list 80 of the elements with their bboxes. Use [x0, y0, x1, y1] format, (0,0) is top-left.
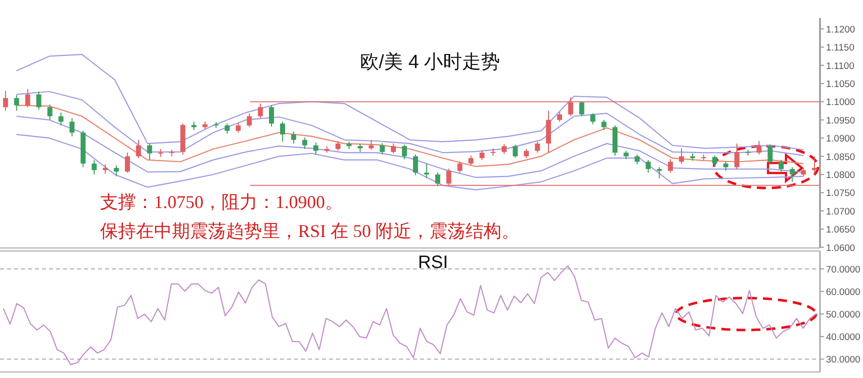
candlestick — [524, 148, 529, 159]
y-tick-label: 1.1050 — [826, 79, 856, 90]
candlestick — [723, 160, 728, 172]
y-tick-label: 1.1200 — [826, 24, 856, 36]
candlestick — [601, 119, 606, 131]
candlestick — [656, 166, 662, 179]
y-tick-label: 50.0000 — [826, 309, 860, 320]
candlestick — [579, 101, 584, 117]
candlestick — [335, 140, 340, 152]
candlestick — [646, 159, 651, 174]
candlestick — [468, 155, 474, 166]
y-tick-label: 60.0000 — [826, 286, 860, 298]
y-tick-label: 30.0000 — [826, 354, 860, 366]
candlestick — [368, 139, 374, 150]
candlestick — [424, 163, 430, 179]
candlestick — [778, 159, 784, 172]
candlestick — [634, 154, 640, 165]
y-tick-label: 1.1000 — [826, 97, 856, 108]
candlestick — [302, 136, 308, 150]
candlestick — [790, 166, 795, 182]
candlestick — [590, 112, 596, 125]
candlestick — [268, 104, 274, 127]
candlestick — [58, 112, 64, 126]
text: 欧/美 4 小时走势 — [360, 51, 500, 73]
annotation: 支撑：1.0750，阻力：1.0900。 — [100, 192, 343, 212]
candlestick — [446, 168, 452, 186]
candlestick — [546, 110, 552, 154]
candlestick — [291, 131, 296, 144]
candlestick — [502, 143, 507, 155]
candlestick — [136, 139, 142, 159]
y-tick-label: 1.0700 — [826, 206, 856, 218]
candlestick — [280, 121, 286, 142]
candlestick — [246, 112, 252, 128]
candlestick — [557, 111, 562, 122]
candlestick — [114, 164, 119, 177]
candlestick — [678, 148, 684, 164]
y-tick-label: 1.0600 — [826, 242, 856, 254]
candlestick — [712, 155, 718, 167]
candlestick — [47, 104, 52, 120]
candlestick — [14, 94, 20, 112]
candlestick — [390, 143, 396, 154]
candlestick — [734, 143, 740, 170]
candlestick — [568, 96, 574, 117]
candlestick — [812, 156, 817, 175]
candlestick — [124, 152, 130, 174]
candlestick — [534, 141, 540, 154]
candlestick — [92, 159, 97, 175]
y-tick-label: 1.0850 — [826, 152, 856, 163]
y-tick-label: 1.0950 — [826, 115, 856, 126]
candlestick — [147, 143, 152, 160]
y-tick-label: 1.0750 — [826, 188, 856, 200]
candlestick — [313, 142, 318, 155]
candlestick — [435, 172, 440, 187]
candlestick — [258, 103, 263, 119]
candlestick — [668, 158, 673, 174]
candlestick — [756, 140, 762, 155]
y-tick-label: 1.0650 — [826, 224, 856, 236]
candlestick — [512, 144, 518, 158]
candlestick — [402, 144, 407, 160]
candlestick — [36, 91, 42, 110]
candlestick — [224, 123, 230, 134]
candlestick — [70, 118, 75, 137]
candlestick — [380, 142, 385, 155]
candlestick — [480, 150, 485, 160]
candlestick — [25, 88, 30, 108]
annotation: 保持在中期震荡趋势里，RSI 在 50 附近，震荡结构。 — [100, 221, 520, 241]
candlestick — [3, 90, 8, 112]
y-tick-label: 40.0000 — [826, 332, 860, 344]
y-tick-label: 1.0900 — [826, 134, 856, 145]
candlestick — [102, 164, 108, 174]
y-tick-label: 1.1150 — [826, 42, 854, 54]
y-tick-label: 1.0800 — [826, 170, 856, 181]
y-tick-label: 70.0000 — [826, 264, 860, 276]
y-tick-label: 1.1100 — [826, 60, 854, 72]
candlestick — [457, 160, 462, 174]
candlestick — [236, 122, 241, 134]
chart-title: RSI — [418, 252, 448, 272]
candlestick — [768, 144, 773, 165]
candlestick — [169, 149, 174, 157]
candlestick — [413, 154, 418, 176]
